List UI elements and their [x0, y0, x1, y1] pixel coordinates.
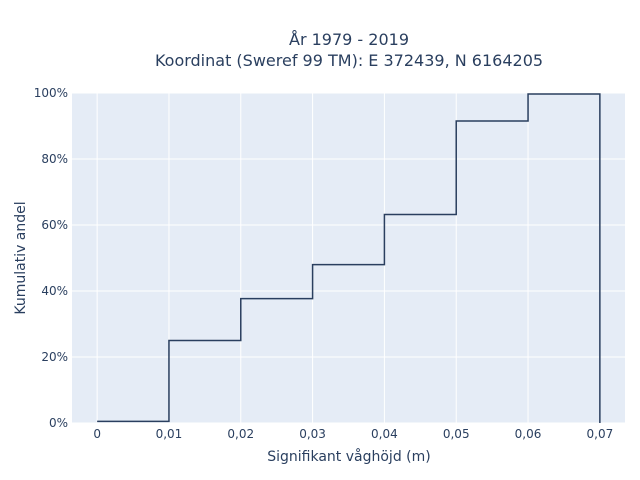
y-tick-label: 60%: [41, 218, 68, 232]
x-tick-label: 0,05: [443, 427, 470, 441]
y-tick-label: 80%: [41, 152, 68, 166]
x-tick-label: 0,06: [515, 427, 542, 441]
chart-title-line-2: Koordinat (Sweref 99 TM): E 372439, N 61…: [155, 51, 543, 70]
series-layer: [97, 93, 601, 423]
x-axis-ticks: 0 0,01 0,02 0,03 0,04 0,05 0,06 0,07: [93, 427, 613, 441]
chart-title-line-1: År 1979 - 2019: [289, 30, 409, 49]
y-tick-label: 100%: [34, 86, 68, 100]
x-tick-label: 0,04: [371, 427, 398, 441]
y-axis-ticks: 0% 20% 40% 60% 80% 100%: [34, 86, 68, 430]
x-tick-label: 0,03: [299, 427, 326, 441]
y-tick-label: 20%: [41, 350, 68, 364]
series-line: [97, 93, 601, 423]
x-tick-label: 0: [93, 427, 101, 441]
x-tick-label: 0,07: [587, 427, 614, 441]
plot-area: [72, 93, 625, 423]
x-tick-label: 0,01: [156, 427, 183, 441]
y-tick-label: 0%: [49, 416, 68, 430]
y-tick-label: 40%: [41, 284, 68, 298]
x-tick-label: 0,02: [227, 427, 254, 441]
y-axis-title: Kumulativ andel: [13, 201, 29, 314]
x-axis-title: Signifikant våghöjd (m): [267, 448, 430, 465]
